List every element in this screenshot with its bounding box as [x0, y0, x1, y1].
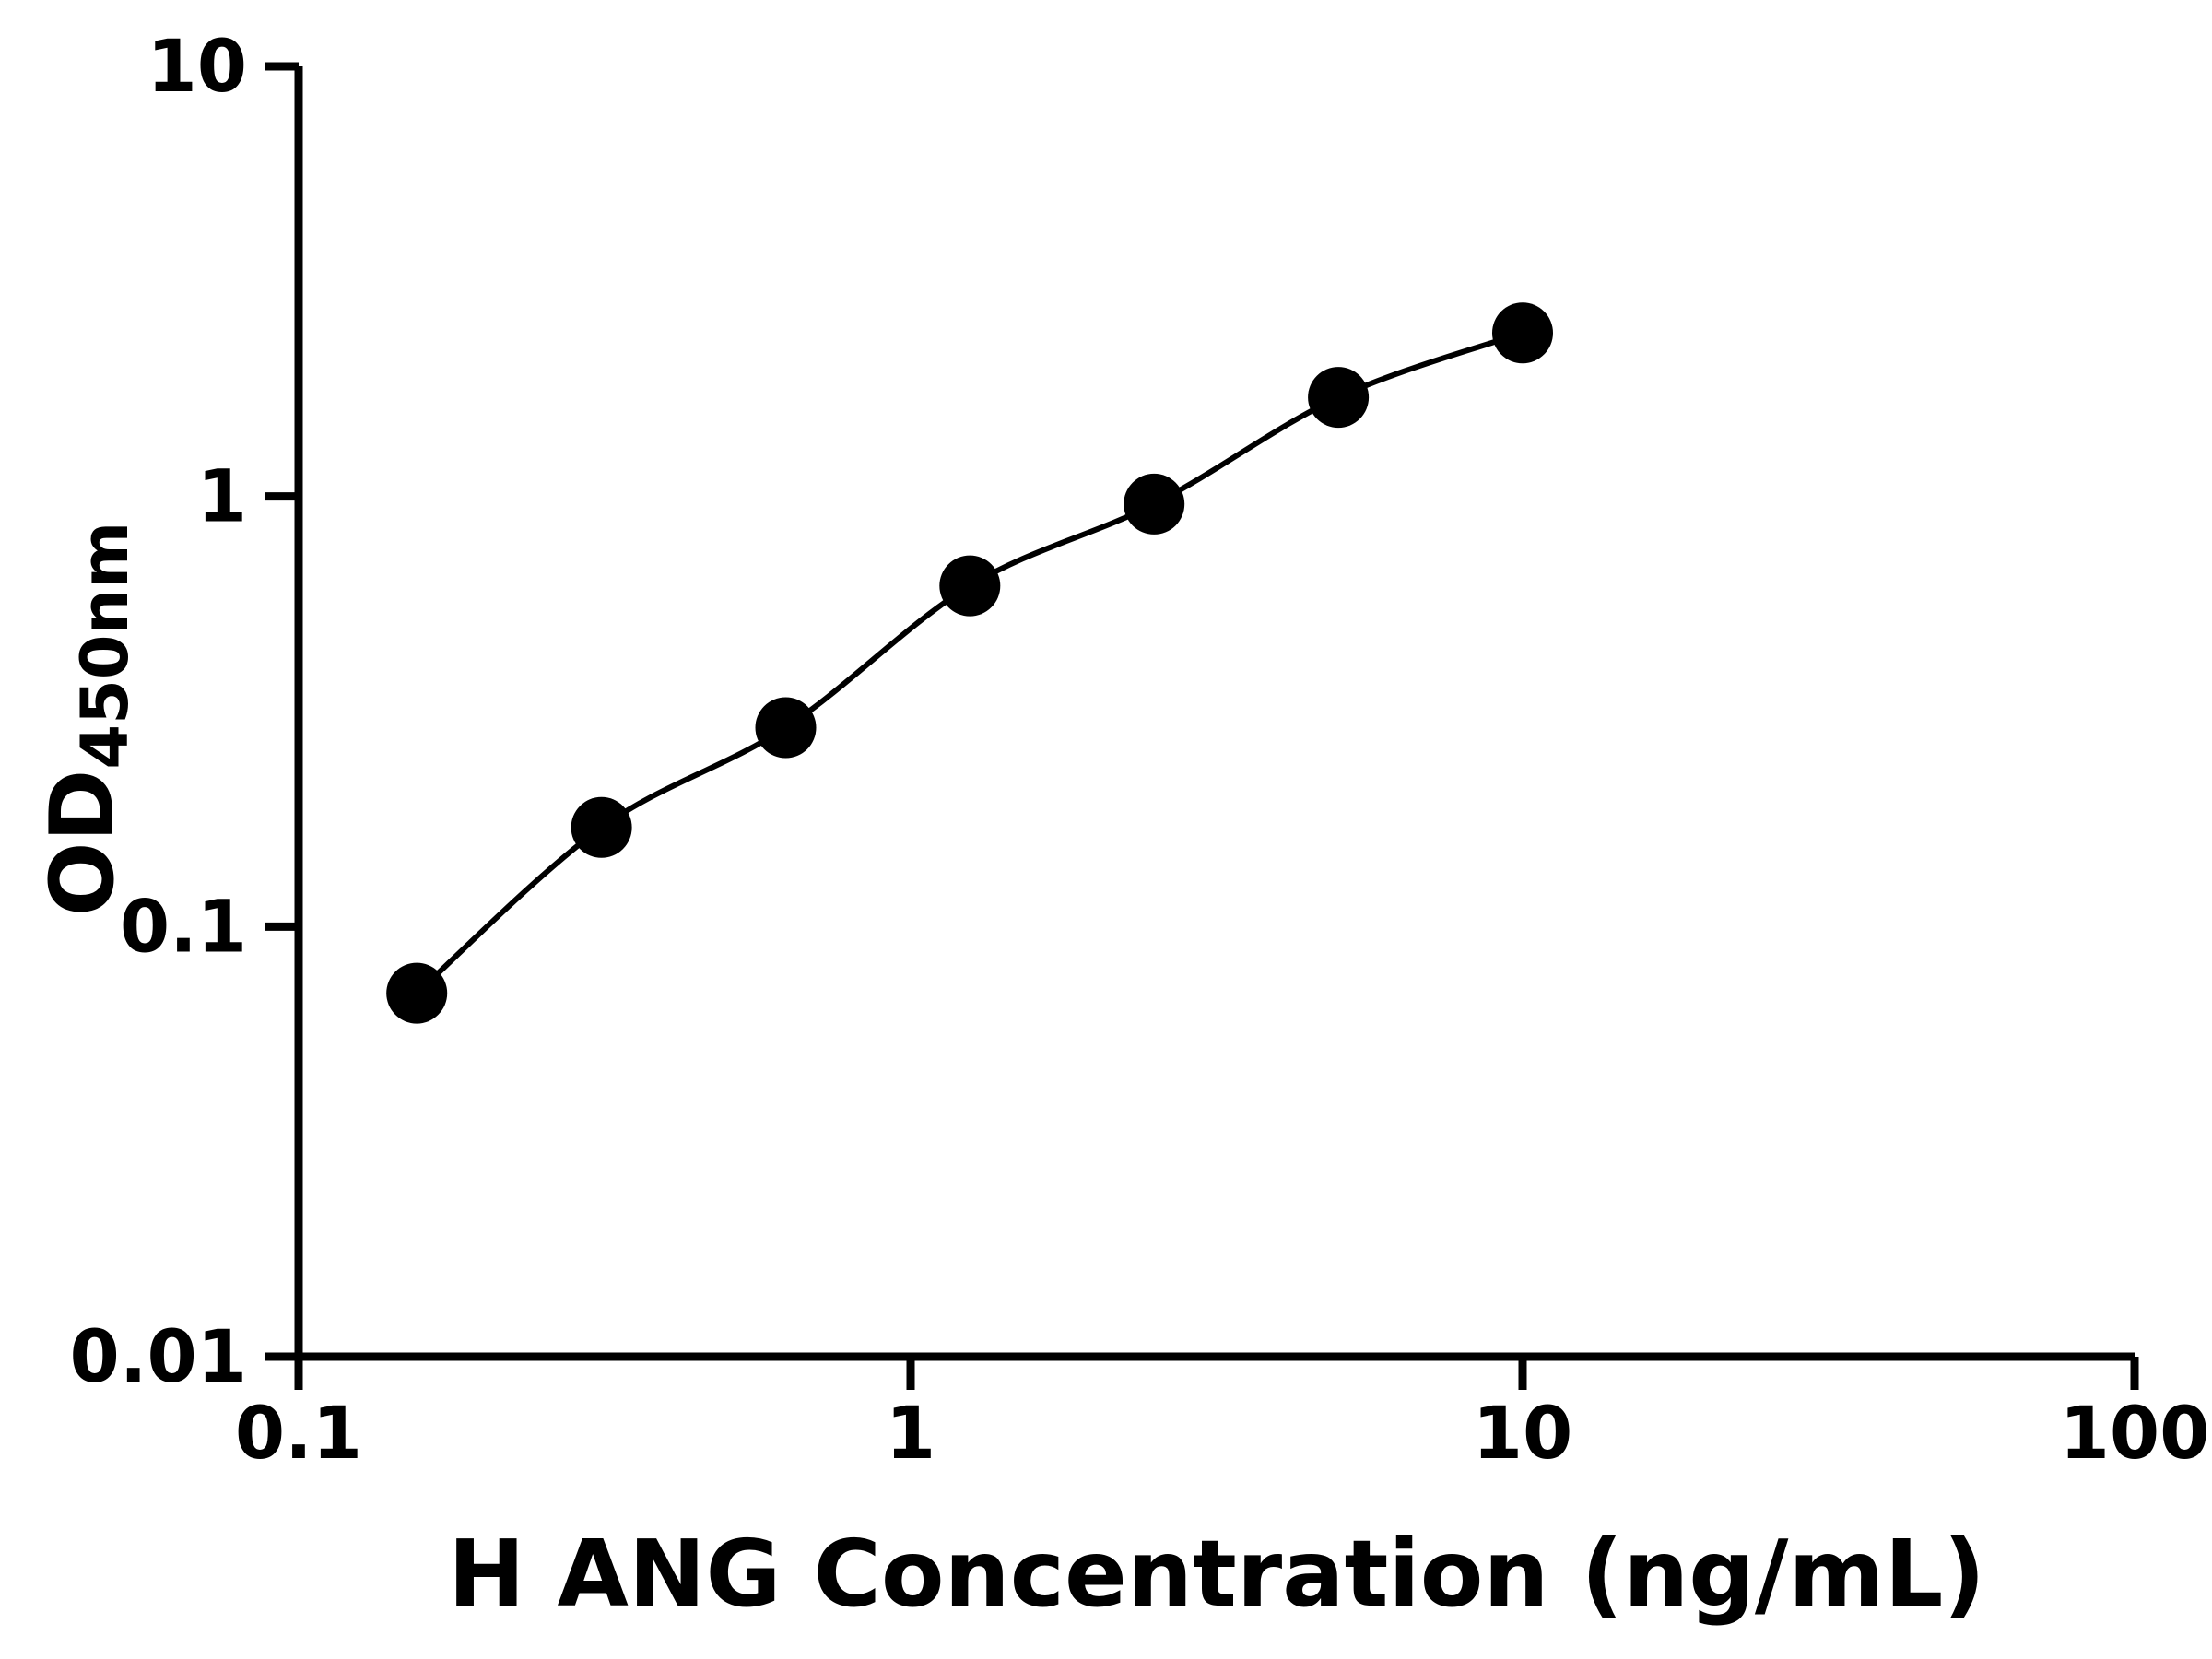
y-tick-label: 0.01	[70, 1316, 247, 1399]
x-tick-label: 100	[2060, 1393, 2210, 1476]
data-point-marker	[1124, 473, 1185, 535]
y-axis-label: OD450nm	[31, 521, 143, 917]
data-point-marker	[571, 796, 632, 858]
data-point-marker	[1492, 302, 1553, 364]
data-point-marker	[1308, 367, 1370, 429]
x-tick-label: 1	[886, 1393, 935, 1476]
y-tick-label: 10	[147, 26, 247, 109]
y-axis-label-subscript: 450nm	[66, 521, 143, 770]
data-point-marker	[386, 962, 448, 1024]
data-point-marker	[755, 697, 817, 759]
y-tick-label: 1	[197, 456, 247, 539]
x-axis-label: H ANG Concentration (ng/mL)	[447, 1520, 1986, 1628]
data-point-marker	[939, 555, 1001, 617]
x-tick-label: 10	[1473, 1393, 1573, 1476]
y-axis-label-main: OD	[31, 769, 134, 917]
x-tick-label: 0.1	[235, 1393, 362, 1476]
axis-lines	[294, 66, 2135, 1361]
y-tick-label: 0.1	[120, 886, 247, 969]
standard-curve-line	[415, 330, 1524, 995]
